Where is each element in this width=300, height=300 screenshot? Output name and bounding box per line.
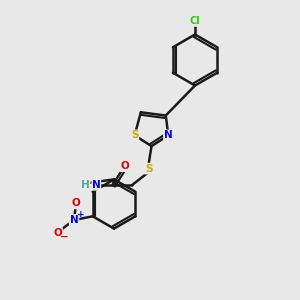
Text: S: S [145, 164, 152, 174]
Text: S: S [131, 130, 138, 140]
Text: O: O [71, 198, 80, 208]
Text: O: O [53, 227, 62, 238]
Text: −: − [60, 232, 69, 242]
Text: H: H [81, 180, 90, 190]
Text: N: N [70, 215, 79, 225]
Text: +: + [77, 210, 85, 219]
Text: N: N [164, 130, 173, 140]
Text: N: N [92, 180, 101, 190]
Text: Cl: Cl [190, 16, 200, 26]
Text: O: O [120, 161, 129, 171]
